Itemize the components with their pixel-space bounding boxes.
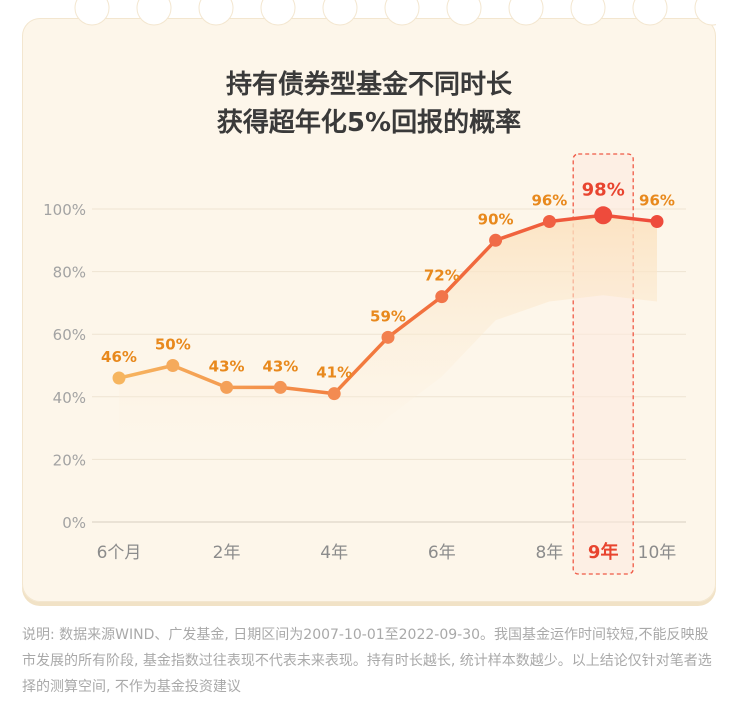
data-label: 43% xyxy=(209,357,245,375)
y-tick-label: 40% xyxy=(53,389,86,407)
data-point xyxy=(594,206,613,225)
x-tick-label: 4年 xyxy=(320,543,348,563)
data-label: 50% xyxy=(155,336,191,354)
data-point xyxy=(112,371,126,385)
data-label: 98% xyxy=(582,179,625,200)
data-point xyxy=(650,215,664,229)
scallop-notch xyxy=(74,0,110,26)
data-label: 96% xyxy=(639,192,675,210)
data-point xyxy=(489,233,503,247)
footnote: 说明: 数据来源WIND、广发基金, 日期区间为2007-10-01至2022-… xyxy=(22,627,712,695)
data-label: 72% xyxy=(424,267,460,285)
data-point xyxy=(542,215,556,229)
data-point xyxy=(381,330,395,344)
chart-title-line-1: 持有债券型基金不同时长 xyxy=(225,70,512,100)
data-label: 96% xyxy=(531,192,567,210)
data-point xyxy=(166,359,180,372)
data-label: 90% xyxy=(478,210,514,228)
x-tick-label: 8年 xyxy=(535,543,563,563)
scallop-notch xyxy=(384,0,420,26)
card-scallop-edge xyxy=(74,0,716,26)
y-tick-label: 80% xyxy=(53,264,86,282)
x-tick-label: 9年 xyxy=(588,541,619,563)
data-point xyxy=(220,380,234,394)
chart-title: 持有债券型基金不同时长 获得超年化5%回报的概率 xyxy=(22,66,716,142)
line-chart: 0% 20% 40% 60% 80% 100% 46% 50% 43% 43% 41% 59% 72% 9… xyxy=(43,153,686,575)
data-point xyxy=(273,380,287,394)
scallop-notch xyxy=(136,0,172,26)
scallop-notch xyxy=(632,0,668,26)
data-label: 43% xyxy=(262,357,298,375)
data-label: 59% xyxy=(370,307,406,325)
line-glow xyxy=(119,215,657,474)
x-tick-label: 10年 xyxy=(638,543,677,563)
scallop-notch xyxy=(508,0,544,26)
scallop-notch xyxy=(322,0,358,26)
x-tick-label: 6个月 xyxy=(97,543,142,563)
scallop-notch xyxy=(446,0,482,26)
x-tick-label: 2年 xyxy=(213,543,241,563)
y-tick-label: 60% xyxy=(53,326,86,344)
data-label: 46% xyxy=(101,348,137,366)
y-tick-label: 0% xyxy=(62,514,86,532)
scallop-notch xyxy=(694,0,716,26)
y-tick-label: 20% xyxy=(53,451,86,469)
data-point xyxy=(327,387,341,401)
scallop-notch xyxy=(570,0,606,26)
x-tick-label: 6年 xyxy=(428,543,456,563)
y-tick-label: 100% xyxy=(43,201,86,219)
scallop-notch xyxy=(198,0,234,26)
chart-title-line-2: 获得超年化5%回报的概率 xyxy=(216,108,522,138)
data-point xyxy=(435,290,449,304)
scallop-notch xyxy=(260,0,296,26)
data-label: 41% xyxy=(316,364,352,382)
